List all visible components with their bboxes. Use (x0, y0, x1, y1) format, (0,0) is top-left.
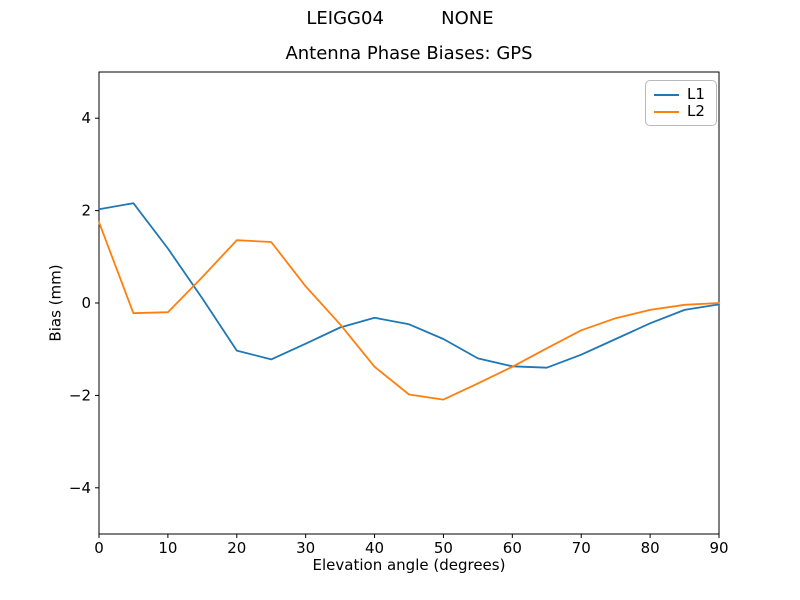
y-tick-label: −4 (69, 479, 91, 497)
legend-entry-l2: L2 (654, 104, 708, 119)
x-tick-label: 20 (227, 539, 246, 557)
figure-suptitle: LEIGG04 NONE (306, 8, 494, 29)
y-tick-label: 4 (81, 109, 91, 127)
y-axis-label-container: Bias (mm) (38, 72, 74, 534)
y-axis-label: Bias (mm) (47, 264, 66, 342)
axes-spines (98, 71, 720, 535)
x-tick-label: 60 (503, 539, 522, 557)
y-tick-label: 2 (81, 202, 91, 220)
x-tick-label: 10 (158, 539, 177, 557)
x-tick-label: 0 (94, 539, 104, 557)
line-l1 (98, 202, 720, 369)
x-tick-label: 40 (365, 539, 384, 557)
legend-label-l1: L1 (687, 85, 705, 103)
x-tick-label: 30 (296, 539, 315, 557)
chart-title: Antenna Phase Biases: GPS (285, 43, 533, 64)
x-tick-label: 70 (572, 539, 591, 557)
y-tick-label: 0 (81, 294, 91, 312)
y-tick-label: −2 (69, 386, 91, 404)
line-l2 (98, 221, 720, 401)
x-axis-label: Elevation angle (degrees) (312, 556, 506, 574)
legend-entry-l1: L1 (654, 87, 708, 102)
x-tick-label: 90 (709, 539, 728, 557)
legend-line-sample-l2 (654, 110, 679, 113)
x-tick-label: 50 (434, 539, 453, 557)
legend-label-l2: L2 (687, 102, 705, 120)
x-tick-label: 80 (641, 539, 660, 557)
legend: L1 L2 (645, 80, 717, 126)
legend-line-sample-l1 (654, 93, 679, 96)
